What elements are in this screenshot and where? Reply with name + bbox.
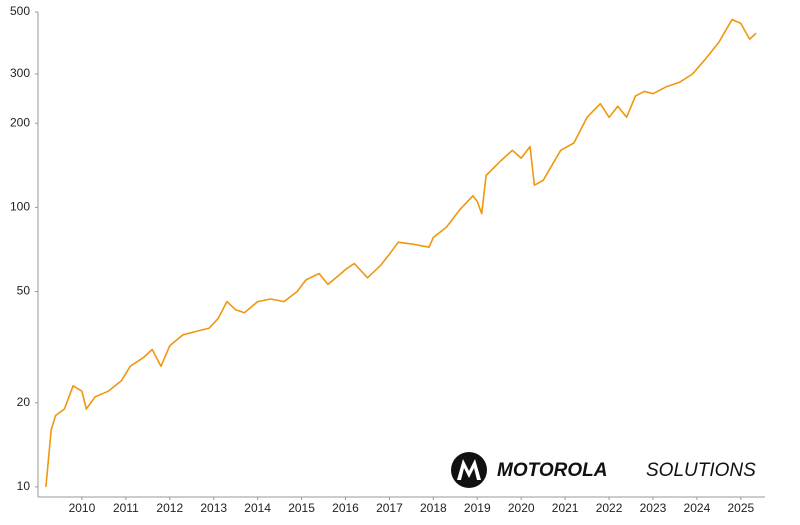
price-line	[45, 18, 757, 487]
y-tick-label: 50	[17, 284, 31, 298]
y-tick-label: 500	[10, 4, 30, 18]
x-tick-label: 2017	[376, 501, 403, 515]
x-tick-label: 2021	[552, 501, 579, 515]
brand-name: MOTOROLA	[497, 460, 607, 481]
x-tick-label: 2013	[200, 501, 227, 515]
logo-m	[457, 459, 481, 480]
x-tick-label: 2019	[464, 501, 491, 515]
x-tick-label: 2012	[156, 501, 183, 515]
x-tick-label: 2024	[684, 501, 711, 515]
x-tick-label: 2010	[69, 501, 96, 515]
logo-mark	[451, 452, 487, 488]
x-tick-label: 2025	[727, 501, 754, 515]
x-tick-label: 2015	[288, 501, 315, 515]
x-tick-label: 2018	[420, 501, 447, 515]
x-tick-label: 2022	[596, 501, 623, 515]
y-tick-label: 200	[10, 115, 30, 129]
x-tick-label: 2014	[244, 501, 271, 515]
y-tick-label: 100	[10, 200, 30, 214]
x-tick-label: 2020	[508, 501, 535, 515]
y-tick-label: 300	[10, 66, 30, 80]
x-tick-label: 2023	[640, 501, 667, 515]
logo: MOTOROLA SOLUTIONS	[451, 452, 756, 488]
y-tick-label: 10	[17, 479, 31, 493]
brand-suffix: SOLUTIONS	[646, 460, 756, 481]
x-tick-label: 2016	[332, 501, 359, 515]
x-tick-label: 2011	[113, 501, 139, 515]
y-tick-label: 20	[17, 395, 31, 409]
